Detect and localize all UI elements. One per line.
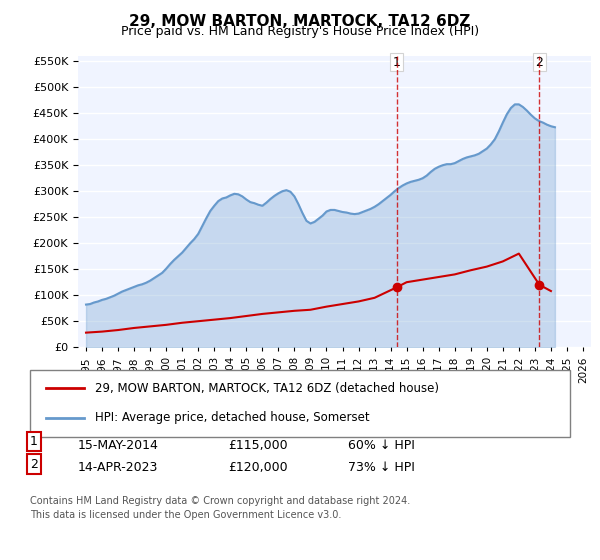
Text: 2: 2 [30,458,38,470]
Text: 60% ↓ HPI: 60% ↓ HPI [348,438,415,452]
Text: HPI: Average price, detached house, Somerset: HPI: Average price, detached house, Some… [95,412,370,424]
Text: 29, MOW BARTON, MARTOCK, TA12 6DZ: 29, MOW BARTON, MARTOCK, TA12 6DZ [130,14,470,29]
Text: 2: 2 [535,56,544,69]
Text: 14-APR-2023: 14-APR-2023 [78,461,158,474]
Text: 29, MOW BARTON, MARTOCK, TA12 6DZ (detached house): 29, MOW BARTON, MARTOCK, TA12 6DZ (detac… [95,382,439,395]
Text: Contains HM Land Registry data © Crown copyright and database right 2024.: Contains HM Land Registry data © Crown c… [30,496,410,506]
Text: This data is licensed under the Open Government Licence v3.0.: This data is licensed under the Open Gov… [30,510,341,520]
Text: 1: 1 [30,435,38,448]
Text: 15-MAY-2014: 15-MAY-2014 [78,438,159,452]
FancyBboxPatch shape [30,370,570,437]
Text: Price paid vs. HM Land Registry's House Price Index (HPI): Price paid vs. HM Land Registry's House … [121,25,479,38]
Text: £120,000: £120,000 [228,461,287,474]
Text: 1: 1 [392,56,400,69]
Text: 73% ↓ HPI: 73% ↓ HPI [348,461,415,474]
Text: £115,000: £115,000 [228,438,287,452]
